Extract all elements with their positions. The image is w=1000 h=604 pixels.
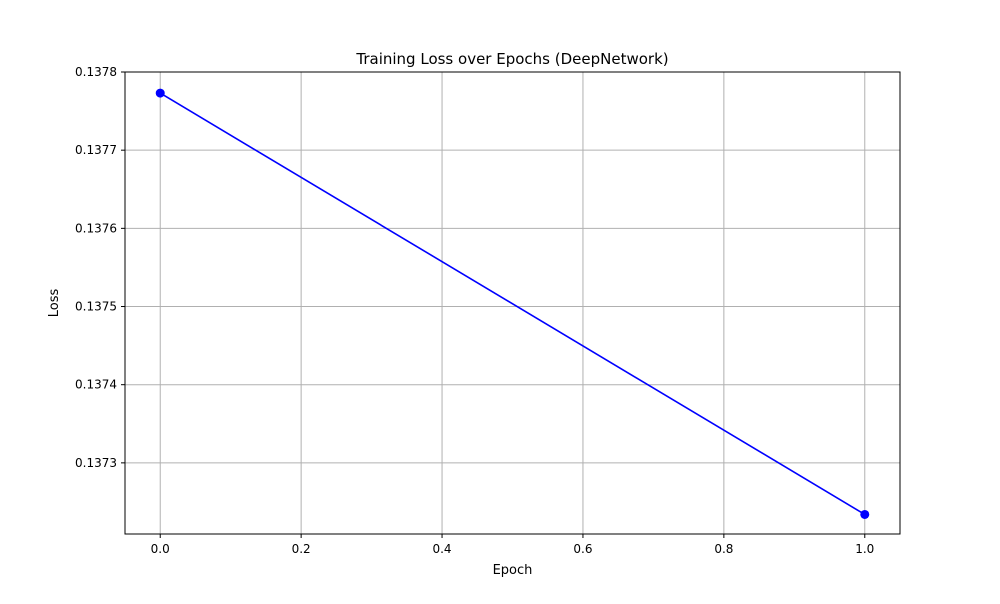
- data-point: [860, 509, 870, 519]
- y-tick-label: 0.1374: [75, 378, 117, 392]
- x-tick-label: 0.8: [714, 542, 733, 556]
- chart-title: Training Loss over Epochs (DeepNetwork): [355, 50, 668, 68]
- y-tick-label: 0.1373: [75, 456, 117, 470]
- series-line: [159, 92, 866, 516]
- data-point: [155, 88, 165, 98]
- x-axis-ticks: 0.0 0.2 0.4 0.6 0.8 1.0: [151, 534, 874, 556]
- x-axis-label: Epoch: [493, 563, 533, 578]
- x-tick-label: 0.6: [573, 542, 592, 556]
- y-axis-label: Loss: [47, 289, 62, 318]
- y-tick-label: 0.1375: [75, 300, 117, 314]
- y-axis-ticks: 0.1373 0.1374 0.1375 0.1376 0.1377 0.1378: [75, 65, 125, 470]
- y-tick-label: 0.1377: [75, 143, 117, 157]
- x-tick-label: 0.4: [432, 542, 451, 556]
- y-tick-label: 0.1378: [75, 65, 117, 79]
- x-tick-label: 0.0: [151, 542, 170, 556]
- x-tick-label: 0.2: [292, 542, 311, 556]
- x-tick-label: 1.0: [855, 542, 874, 556]
- plot-frame: [124, 71, 901, 535]
- y-tick-label: 0.1376: [75, 221, 117, 235]
- series-layer: [155, 88, 870, 519]
